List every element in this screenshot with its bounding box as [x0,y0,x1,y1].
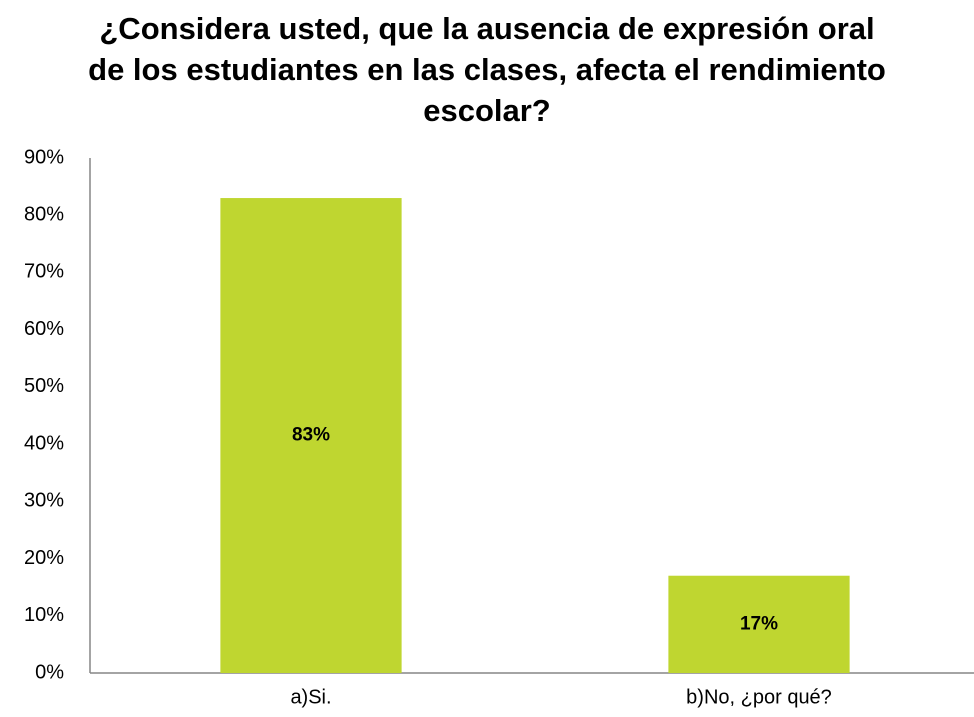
x-tick-label: a)Si. [290,686,331,708]
x-tick-label: b)No, ¿por qué? [686,686,832,708]
y-tick-label: 60% [24,318,64,340]
data-label: 83% [292,425,330,446]
y-tick-label: 20% [24,547,64,569]
y-tick-label: 80% [24,204,64,226]
data-label: 17% [740,613,778,634]
y-tick-label: 40% [24,432,64,454]
y-tick-label: 70% [24,261,64,283]
bar [220,198,402,674]
y-tick-label: 30% [24,490,64,512]
chart-title: ¿Considera usted, que la ausencia de exp… [88,11,886,128]
y-tick-label: 0% [35,661,64,683]
bar [668,575,850,673]
y-tick-label: 90% [24,146,64,168]
y-tick-label: 10% [24,604,64,626]
y-tick-label: 50% [24,375,64,397]
